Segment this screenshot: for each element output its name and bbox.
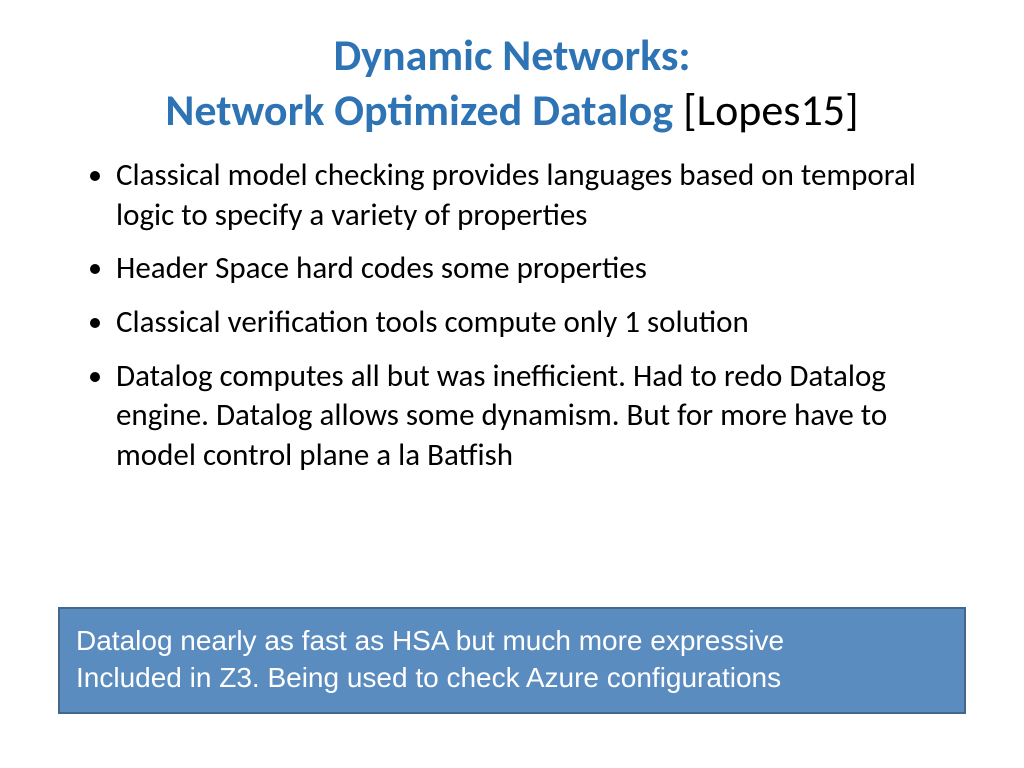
bullet-item: Classical model checking provides langua…	[116, 156, 976, 235]
callout-line1: Datalog nearly as fast as HSA but much m…	[76, 623, 948, 659]
title-line1: Dynamic Networks:	[333, 28, 690, 82]
bullet-item: Classical verification tools compute onl…	[116, 303, 976, 343]
title-line2-blue: Network Optimized Datalog	[165, 83, 673, 137]
callout-line2: Included in Z3. Being used to check Azur…	[76, 660, 948, 696]
slide-body: Dynamic Networks: Network Optimized Data…	[0, 0, 1024, 768]
callout-box: Datalog nearly as fast as HSA but much m…	[58, 607, 966, 714]
slide-title: Dynamic Networks: Network Optimized Data…	[48, 28, 976, 138]
bullet-item: Datalog computes all but was inefficient…	[116, 357, 976, 476]
bullet-item: Header Space hard codes some properties	[116, 249, 976, 289]
bullet-list: Classical model checking provides langua…	[48, 156, 976, 476]
title-line2-citation: [Lopes15]	[673, 83, 858, 137]
